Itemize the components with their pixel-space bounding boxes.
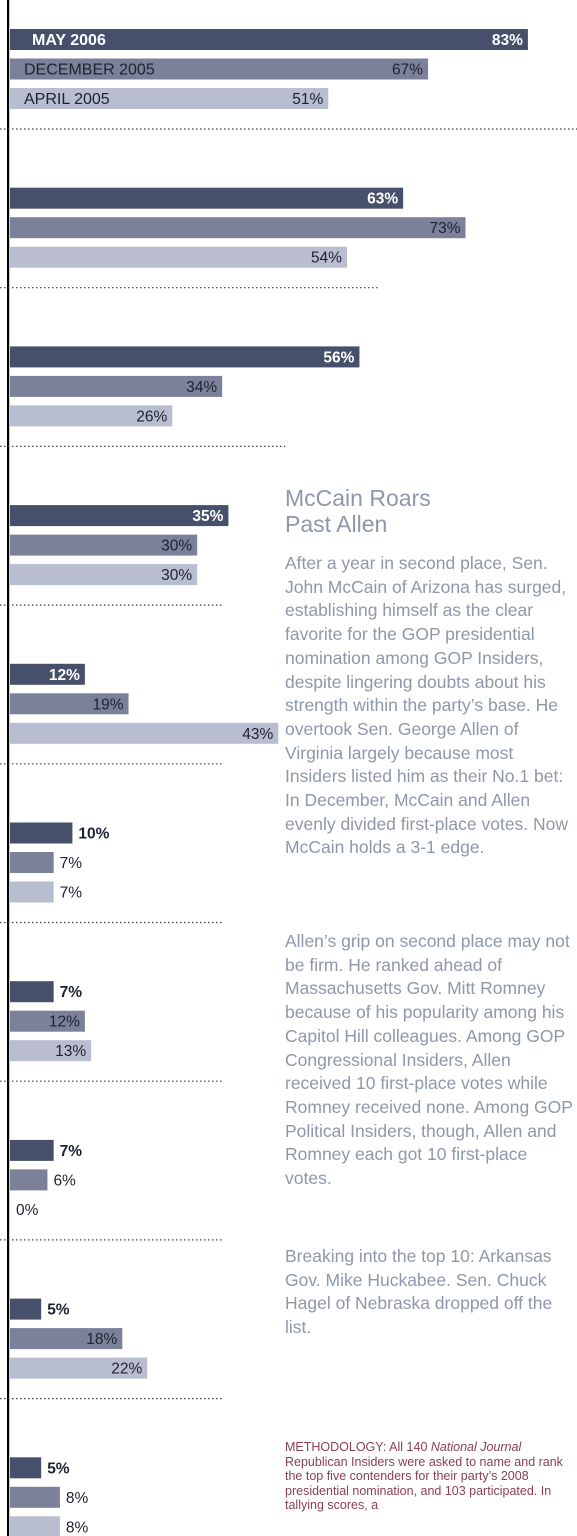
legend-label: MAY 2006 bbox=[32, 32, 106, 49]
bar bbox=[10, 1010, 85, 1032]
value-label: 56% bbox=[323, 349, 354, 366]
bar bbox=[10, 693, 129, 715]
bar bbox=[10, 405, 173, 427]
bar bbox=[10, 1516, 60, 1536]
bar bbox=[10, 375, 223, 397]
value-label: 7% bbox=[60, 984, 83, 1001]
value-label: 0% bbox=[16, 1202, 39, 1219]
bar bbox=[10, 564, 198, 586]
value-label: 83% bbox=[492, 32, 523, 49]
value-label: 54% bbox=[311, 250, 342, 267]
bar bbox=[10, 1139, 54, 1161]
bar bbox=[10, 505, 229, 527]
article-headline: McCain Roars Past Allen bbox=[285, 485, 577, 537]
value-label: 13% bbox=[55, 1043, 86, 1060]
bar-group: 63% 73% 54% bbox=[0, 187, 466, 289]
methodology-publication: National Journal bbox=[430, 1440, 522, 1454]
bar bbox=[10, 1486, 60, 1508]
legend-label: DECEMBER 2005 bbox=[24, 62, 155, 79]
bar bbox=[10, 88, 329, 109]
value-label: 6% bbox=[53, 1172, 76, 1189]
bar bbox=[10, 722, 279, 744]
bar-group: 56% 34% 26% bbox=[0, 346, 360, 447]
bar-group: 7% 12% 13% bbox=[0, 981, 222, 1082]
bar-group: 10% 7% 7% bbox=[0, 822, 222, 924]
bar bbox=[10, 822, 73, 844]
methodology-note: METHODOLOGY: All 140 National Journal Re… bbox=[285, 1440, 577, 1513]
value-label: 22% bbox=[111, 1361, 142, 1378]
headline-line-2: Past Allen bbox=[285, 511, 388, 537]
value-label: 7% bbox=[60, 885, 83, 902]
bar-group: 5% 8% 8% bbox=[10, 1457, 89, 1536]
legend-label: APRIL 2005 bbox=[24, 91, 110, 108]
value-label: 73% bbox=[429, 220, 460, 237]
value-label: 7% bbox=[60, 1143, 83, 1160]
methodology-prefix: METHODOLOGY: All 140 bbox=[285, 1440, 431, 1454]
bar bbox=[10, 1457, 42, 1479]
bar bbox=[10, 29, 528, 50]
chart-axis-line bbox=[7, 0, 10, 1536]
value-label: 43% bbox=[242, 726, 273, 743]
value-label: 26% bbox=[136, 408, 167, 425]
article-paragraph-3: Breaking into the top 10: Arkansas Gov. … bbox=[285, 1246, 553, 1338]
value-label: 30% bbox=[161, 538, 192, 555]
article-paragraph-1: After a year in second place, Sen. John … bbox=[285, 553, 569, 858]
value-label: 7% bbox=[60, 855, 83, 872]
bar-group: 5% 18% 22% bbox=[0, 1298, 222, 1400]
bar bbox=[10, 881, 54, 903]
methodology-text: Republican Insiders were asked to name a… bbox=[285, 1454, 563, 1513]
bar bbox=[10, 981, 54, 1003]
bar bbox=[10, 1169, 48, 1191]
value-label: 12% bbox=[49, 1014, 80, 1031]
bar bbox=[10, 346, 360, 368]
value-label: 18% bbox=[86, 1331, 117, 1348]
value-label: 19% bbox=[93, 696, 124, 713]
bar-group: 35%30%30% bbox=[0, 505, 229, 606]
bar bbox=[10, 1298, 42, 1320]
bar bbox=[10, 663, 85, 685]
bar bbox=[10, 217, 466, 239]
bar bbox=[10, 1357, 148, 1379]
bar-group: 7% 6% 0% bbox=[0, 1139, 222, 1241]
value-label: 67% bbox=[392, 62, 423, 79]
value-label: 34% bbox=[186, 379, 217, 396]
value-label: 51% bbox=[292, 91, 323, 108]
bar-group: 12% 19% 43% bbox=[0, 663, 279, 765]
bar bbox=[10, 187, 404, 209]
value-label: 12% bbox=[49, 667, 80, 684]
value-label: 8% bbox=[66, 1490, 89, 1507]
bar bbox=[10, 852, 54, 873]
value-label: 63% bbox=[367, 191, 398, 208]
bar bbox=[10, 58, 429, 80]
value-label: 5% bbox=[47, 1460, 70, 1477]
bar-group: 83% MAY 2006 67% DECEMBER 2005 51% APRIL 2005 bbox=[0, 29, 577, 130]
value-label: 8% bbox=[66, 1519, 89, 1536]
value-label: 5% bbox=[47, 1302, 70, 1319]
value-label: 10% bbox=[78, 826, 109, 843]
bar bbox=[10, 246, 347, 268]
headline-line-1: McCain Roars bbox=[285, 485, 431, 511]
bar bbox=[10, 1328, 123, 1350]
value-label: 35% bbox=[192, 508, 223, 525]
bar bbox=[10, 1040, 92, 1062]
bar bbox=[10, 534, 198, 556]
article-paragraph-2: Allen’s grip on second place may not be … bbox=[285, 931, 573, 1189]
value-label: 30% bbox=[161, 567, 192, 584]
